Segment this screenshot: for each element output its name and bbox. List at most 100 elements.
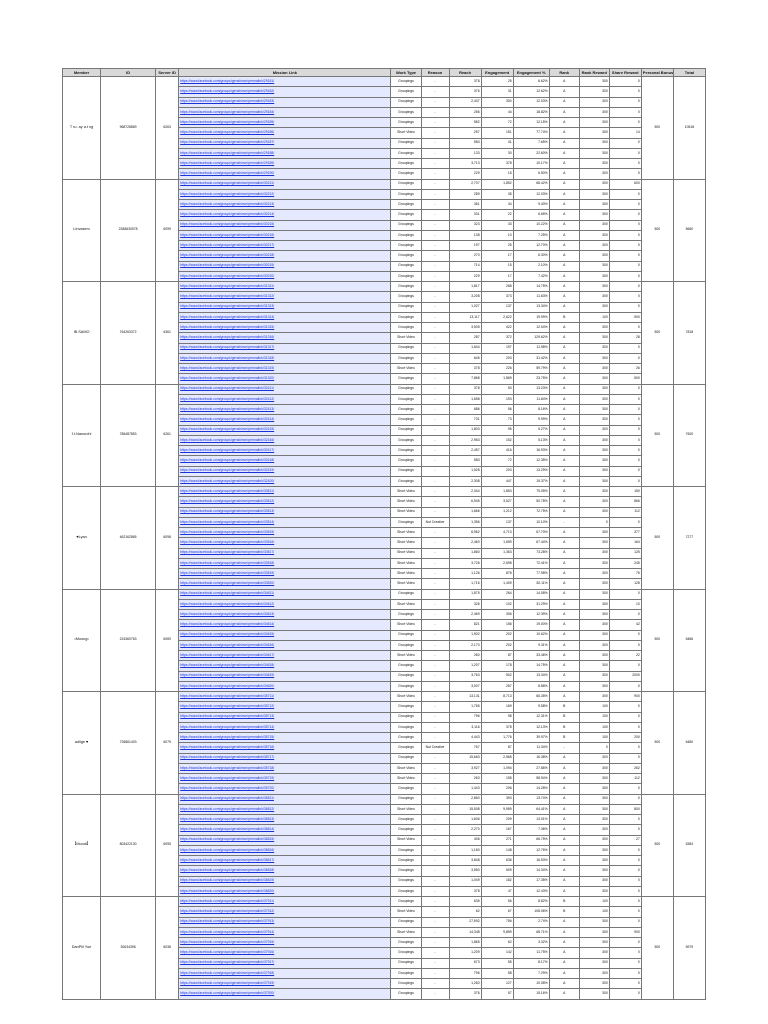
engagement: 422 (480, 321, 514, 334)
reach: 197 (448, 239, 482, 252)
engagement: 509 (480, 865, 514, 877)
personal-bonus: 500 (640, 486, 674, 590)
engagement-pct: 14.75% (512, 660, 550, 672)
engagement: 756 (480, 916, 514, 928)
rank-reward: 300 (578, 414, 610, 426)
share-reward: 0 (608, 270, 642, 283)
share-reward: 0 (608, 906, 642, 918)
engagement-pct: 3.32% (512, 936, 550, 949)
mission-link: https://www.facebook.com/groups/genshinv… (178, 670, 392, 682)
reach: 1,606 (448, 813, 482, 826)
mission-link: https://www.facebook.com/groups/genshinv… (178, 455, 392, 467)
mission-link: https://www.facebook.com/groups/genshinv… (178, 947, 392, 959)
total: 7600 (672, 383, 707, 487)
reach: 2,437 (448, 96, 482, 108)
table-row: ♥Lyan 462162865 6098 https://www.facebook.c… (61, 485, 707, 590)
personal-bonus: 500 (640, 691, 674, 795)
share-reward: 0 (608, 988, 642, 1000)
share-reward: 0 (608, 393, 642, 406)
mission-link: https://www.facebook.com/groups/genshinv… (178, 762, 392, 775)
total: 10518 (672, 76, 707, 180)
reason: - (420, 547, 450, 559)
member-id: 30634396 (100, 896, 157, 1000)
engagement-pct: 6.50% (512, 168, 550, 180)
mission-link: https://www.facebook.com/groups/genshinv… (178, 854, 392, 867)
engagement-pct: 27.86% (512, 762, 550, 775)
mission-link: https://www.facebook.com/groups/genshinv… (178, 362, 392, 375)
rank-reward: 100 (578, 311, 610, 324)
header-cell: Engagement (480, 68, 514, 77)
share-reward: 28 (608, 332, 642, 344)
mission-link: https://www.facebook.com/groups/genshinv… (178, 537, 392, 549)
table-row: https://www.facebook.com/groups/genshinv… (63, 229, 706, 242)
share-reward: 0 (608, 977, 642, 990)
engagement: 87 (480, 649, 514, 662)
rank-reward: 300 (578, 537, 610, 549)
work-type: Groupings (390, 608, 422, 621)
reason: - (420, 414, 450, 426)
engagement: 1,659 (480, 537, 514, 549)
rank: B (548, 895, 580, 908)
work-type: Short Video (390, 485, 422, 498)
rank: A (548, 660, 580, 672)
reach: 796 (448, 711, 482, 723)
reason: - (420, 844, 450, 857)
share-reward: 0 (608, 260, 642, 272)
rank-reward: 300 (578, 465, 610, 477)
rank: A (548, 424, 580, 436)
engagement: 30 (480, 147, 514, 160)
rank: A (548, 957, 580, 969)
reach: 3,848 (448, 854, 482, 867)
reason: - (420, 557, 450, 570)
personal-bonus: 500 (640, 588, 674, 692)
rank-reward: 100 (578, 721, 610, 734)
reason: - (420, 649, 450, 662)
rank: A (548, 127, 580, 139)
mission-link: https://www.facebook.com/groups/genshinv… (178, 639, 392, 652)
engagement: 1,869 (480, 373, 514, 385)
engagement-pct: 2.74% (512, 916, 550, 928)
engagement: 636 (480, 854, 514, 867)
engagement-pct: 67.70% (512, 526, 550, 539)
mission-link: https://www.facebook.com/groups/genshinv… (178, 567, 392, 580)
reach: 4,443 (448, 731, 482, 744)
mission-link: https://www.facebook.com/groups/genshinv… (178, 321, 392, 334)
work-type: Groupings (390, 373, 422, 385)
engagement: 1,094 (480, 762, 514, 775)
header-cell: Share Reward (608, 68, 642, 77)
reach: 3,726 (448, 557, 482, 570)
engagement: 378 (480, 721, 514, 734)
engagement-pct: 9.31% (512, 639, 550, 652)
server-id: 6263 (155, 76, 180, 180)
reach: 13,117 (448, 311, 482, 324)
engagement: 10 (480, 229, 514, 242)
header-cell: Work Type (390, 68, 422, 77)
rank-reward: 300 (578, 649, 610, 662)
reach: 361 (448, 198, 482, 211)
mission-link: https://www.facebook.com/groups/genshinv… (178, 967, 392, 980)
reach: 376 (448, 86, 482, 98)
work-type: Groupings (390, 783, 422, 795)
work-type: Short Video (390, 496, 422, 508)
reason: - (420, 506, 450, 518)
rank-reward: 300 (578, 485, 610, 498)
member-id: 2288630578 (100, 178, 157, 282)
work-type: Groupings (390, 516, 422, 529)
reason: - (420, 690, 450, 703)
engagement: 72 (480, 455, 514, 467)
rank-reward: 300 (578, 239, 610, 252)
work-type: Groupings (390, 75, 422, 88)
reach: 3,927 (448, 762, 482, 775)
engagement: 35 (480, 188, 514, 201)
rank-reward: 300 (578, 813, 610, 826)
share-reward: 0 (608, 424, 642, 436)
share-reward: 0 (608, 475, 642, 488)
reason: - (420, 608, 450, 621)
share-reward: 27 (608, 834, 642, 846)
work-type: Groupings (390, 188, 422, 201)
work-type: Groupings (390, 270, 422, 283)
server-id: 6095 (155, 793, 180, 897)
mission-link: https://www.facebook.com/groups/genshinv… (178, 86, 392, 98)
engagement-pct: 8.82% (512, 895, 550, 908)
table-row: adlige ♥ 726861403 6079 https://www.faceboo… (61, 690, 707, 795)
